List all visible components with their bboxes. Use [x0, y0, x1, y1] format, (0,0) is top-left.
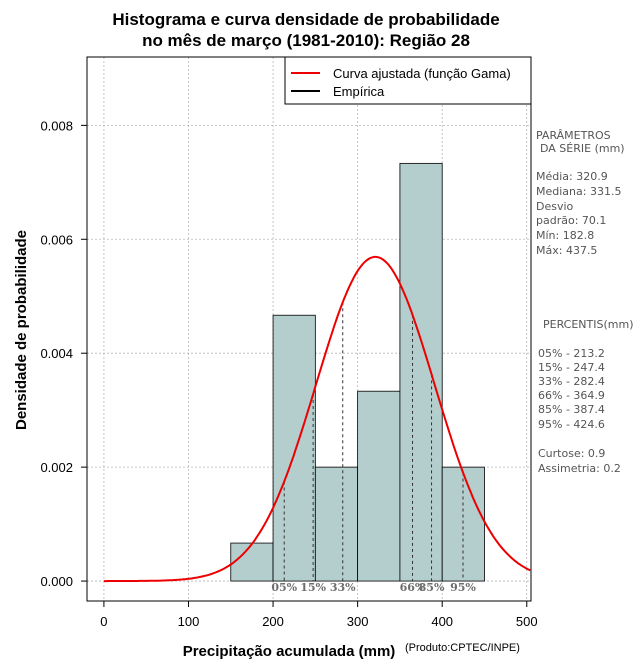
percentile-row: 95% - 424.6	[538, 418, 605, 431]
params-header-units: DA SÉRIE (mm)	[540, 142, 625, 155]
percentile-row: 05% - 213.2	[538, 347, 605, 360]
param-mean: Média: 320.9	[536, 170, 608, 183]
y-tick-label: 0.000	[40, 574, 73, 589]
param-max: Máx: 437.5	[536, 244, 597, 257]
series-parameters-panel: PARÂMETROS DA SÉRIE (mm) Média: 320.9 Me…	[536, 129, 634, 475]
chart-title-line2: no mês de março (1981-2010): Região 28	[142, 31, 470, 50]
y-tick-label: 0.004	[40, 346, 73, 361]
param-kurtosis: Curtose: 0.9	[538, 447, 605, 460]
y-tick-label: 0.008	[40, 118, 73, 133]
y-tick-label: 0.002	[40, 460, 73, 475]
product-credit: (Produto:CPTEC/INPE)	[405, 642, 520, 654]
x-tick-label: 0	[100, 614, 107, 629]
params-header: PARÂMETROS	[536, 129, 611, 142]
legend-box	[284, 56, 532, 105]
x-tick-label: 500	[516, 614, 538, 629]
histogram-bars	[230, 162, 485, 582]
param-stddev: padrão: 70.1	[536, 214, 606, 227]
percentile-label: 05%	[271, 581, 297, 594]
percentile-label: 85%	[419, 581, 445, 594]
y-tick-label: 0.006	[40, 232, 73, 247]
x-tick-label: 200	[262, 614, 284, 629]
x-axis: 0 100 200 300 400 500	[100, 601, 538, 629]
percentile-row: 66% - 364.9	[538, 389, 605, 402]
histogram-bar	[314, 466, 359, 582]
x-tick-label: 300	[347, 614, 369, 629]
histogram-bar	[357, 390, 401, 582]
param-skewness: Assimetria: 0.2	[538, 462, 621, 475]
percentile-label: 15%	[300, 581, 326, 594]
x-tick-label: 100	[178, 614, 200, 629]
histogram-bar	[272, 314, 316, 582]
param-min: Mín: 182.8	[536, 229, 594, 242]
percentile-row: 85% - 387.4	[538, 403, 605, 416]
legend-label-curve: Curva ajustada (função Gama)	[333, 66, 511, 81]
percentiles-header: PERCENTIS(mm)	[543, 318, 634, 331]
percentile-label: 33%	[330, 581, 356, 594]
percentile-row: 15% - 247.4	[538, 361, 605, 374]
histogram-bar	[399, 162, 443, 582]
percentile-row: 33% - 282.4	[538, 375, 605, 388]
x-tick-label: 400	[431, 614, 453, 629]
percentile-label: 66%	[400, 581, 426, 594]
percentile-lines	[283, 302, 464, 582]
y-axis-title: Densidade de probabilidade	[13, 230, 30, 430]
chart-title-line1: Histograma e curva densidade de probabil…	[112, 10, 499, 29]
x-axis-title: Precipitação acumulada (mm)	[183, 643, 396, 660]
percentile-label: 95%	[450, 581, 476, 594]
param-median: Mediana: 331.5	[536, 185, 621, 198]
percentile-labels: 05% 15% 33% 66%85% 95%	[271, 581, 476, 594]
histogram-bar	[230, 542, 274, 582]
param-stddev-label: Desvio	[536, 200, 574, 213]
y-axis: 0.000 0.002 0.004 0.006 0.008	[40, 118, 87, 589]
fitted-gamma-curve	[103, 255, 531, 583]
legend-label-empirical: Empírica	[333, 84, 385, 99]
legend: Curva ajustada (função Gama) Empírica	[284, 56, 532, 105]
plot-area: 05% 15% 33% 66%85% 95%	[86, 56, 532, 602]
